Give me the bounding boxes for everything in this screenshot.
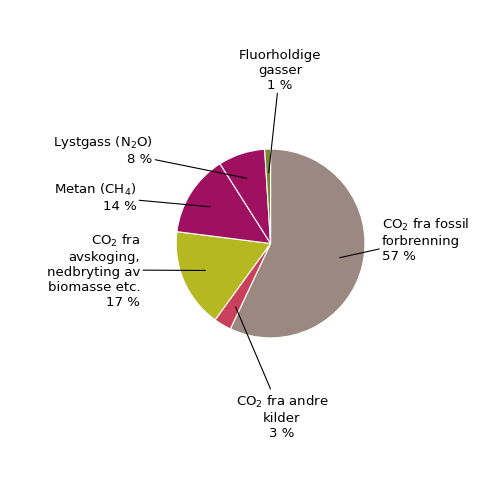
Text: Lystgass (N$_2$O)
8 %: Lystgass (N$_2$O) 8 % bbox=[53, 134, 247, 179]
Text: Fluorholdige
gasser
1 %: Fluorholdige gasser 1 % bbox=[239, 48, 322, 173]
Wedge shape bbox=[177, 165, 270, 244]
Wedge shape bbox=[264, 150, 270, 244]
Text: CO$_2$ fra fossil
forbrenning
57 %: CO$_2$ fra fossil forbrenning 57 % bbox=[340, 216, 469, 262]
Wedge shape bbox=[176, 232, 270, 320]
Wedge shape bbox=[220, 150, 270, 244]
Text: CO$_2$ fra
avskoging,
nedbryting av
biomasse etc.
17 %: CO$_2$ fra avskoging, nedbryting av biom… bbox=[47, 232, 205, 308]
Text: CO$_2$ fra andre
kilder
3 %: CO$_2$ fra andre kilder 3 % bbox=[236, 307, 328, 439]
Wedge shape bbox=[230, 150, 365, 338]
Wedge shape bbox=[215, 244, 270, 329]
Text: Metan (CH$_4$)
14 %: Metan (CH$_4$) 14 % bbox=[54, 182, 210, 212]
